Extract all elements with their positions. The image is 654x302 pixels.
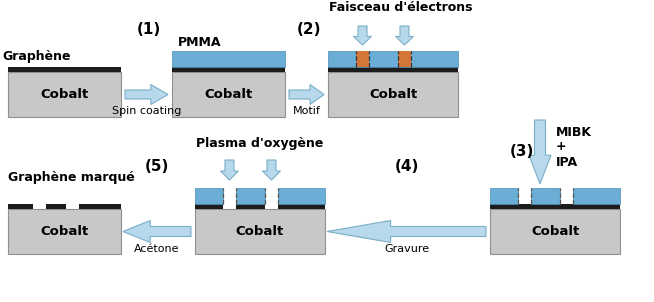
- Bar: [195, 204, 223, 209]
- Polygon shape: [262, 160, 281, 180]
- Bar: [172, 67, 285, 72]
- Bar: [236, 188, 265, 204]
- Bar: [531, 188, 560, 204]
- Bar: [172, 51, 285, 67]
- Bar: [46, 204, 66, 209]
- Polygon shape: [327, 220, 486, 243]
- Text: Cobalt: Cobalt: [204, 88, 252, 101]
- Text: Gravure: Gravure: [384, 245, 429, 255]
- Text: Cobalt: Cobalt: [41, 225, 89, 238]
- Polygon shape: [289, 85, 324, 104]
- Bar: [490, 209, 620, 254]
- Text: PMMA: PMMA: [178, 36, 222, 49]
- Bar: [278, 188, 325, 204]
- Bar: [490, 204, 620, 209]
- Bar: [328, 72, 458, 117]
- Bar: [8, 204, 33, 209]
- Text: (1): (1): [137, 22, 161, 37]
- Text: Motif: Motif: [292, 107, 320, 117]
- Bar: [195, 209, 325, 254]
- Text: MIBK
+
IPA: MIBK + IPA: [556, 126, 592, 169]
- Bar: [573, 188, 620, 204]
- Bar: [8, 209, 121, 254]
- Text: Graphène marqué: Graphène marqué: [8, 171, 135, 184]
- Text: (5): (5): [145, 159, 169, 174]
- Text: (2): (2): [296, 22, 320, 37]
- Polygon shape: [220, 160, 239, 180]
- Text: Cobalt: Cobalt: [41, 88, 89, 101]
- Text: Faisceau d'électrons: Faisceau d'électrons: [329, 1, 473, 14]
- Text: (3): (3): [510, 144, 534, 159]
- Text: Cobalt: Cobalt: [531, 225, 579, 238]
- Text: Graphène: Graphène: [2, 50, 71, 63]
- Polygon shape: [354, 26, 371, 45]
- Bar: [356, 51, 369, 67]
- Bar: [8, 72, 121, 117]
- Bar: [172, 72, 285, 117]
- Text: Cobalt: Cobalt: [369, 88, 417, 101]
- Polygon shape: [123, 220, 191, 243]
- Bar: [490, 188, 518, 204]
- Bar: [328, 51, 458, 67]
- Bar: [79, 204, 121, 209]
- Polygon shape: [529, 120, 551, 184]
- Polygon shape: [396, 26, 413, 45]
- Text: Cobalt: Cobalt: [236, 225, 284, 238]
- Bar: [328, 67, 458, 72]
- Bar: [8, 67, 121, 72]
- Bar: [398, 51, 411, 67]
- Bar: [195, 188, 223, 204]
- Text: Acétone: Acétone: [134, 245, 180, 255]
- Text: Spin coating: Spin coating: [112, 107, 181, 117]
- Bar: [236, 204, 265, 209]
- Polygon shape: [125, 85, 168, 104]
- Bar: [278, 204, 325, 209]
- Text: (4): (4): [394, 159, 419, 174]
- Text: Plasma d'oxygène: Plasma d'oxygène: [196, 137, 324, 150]
